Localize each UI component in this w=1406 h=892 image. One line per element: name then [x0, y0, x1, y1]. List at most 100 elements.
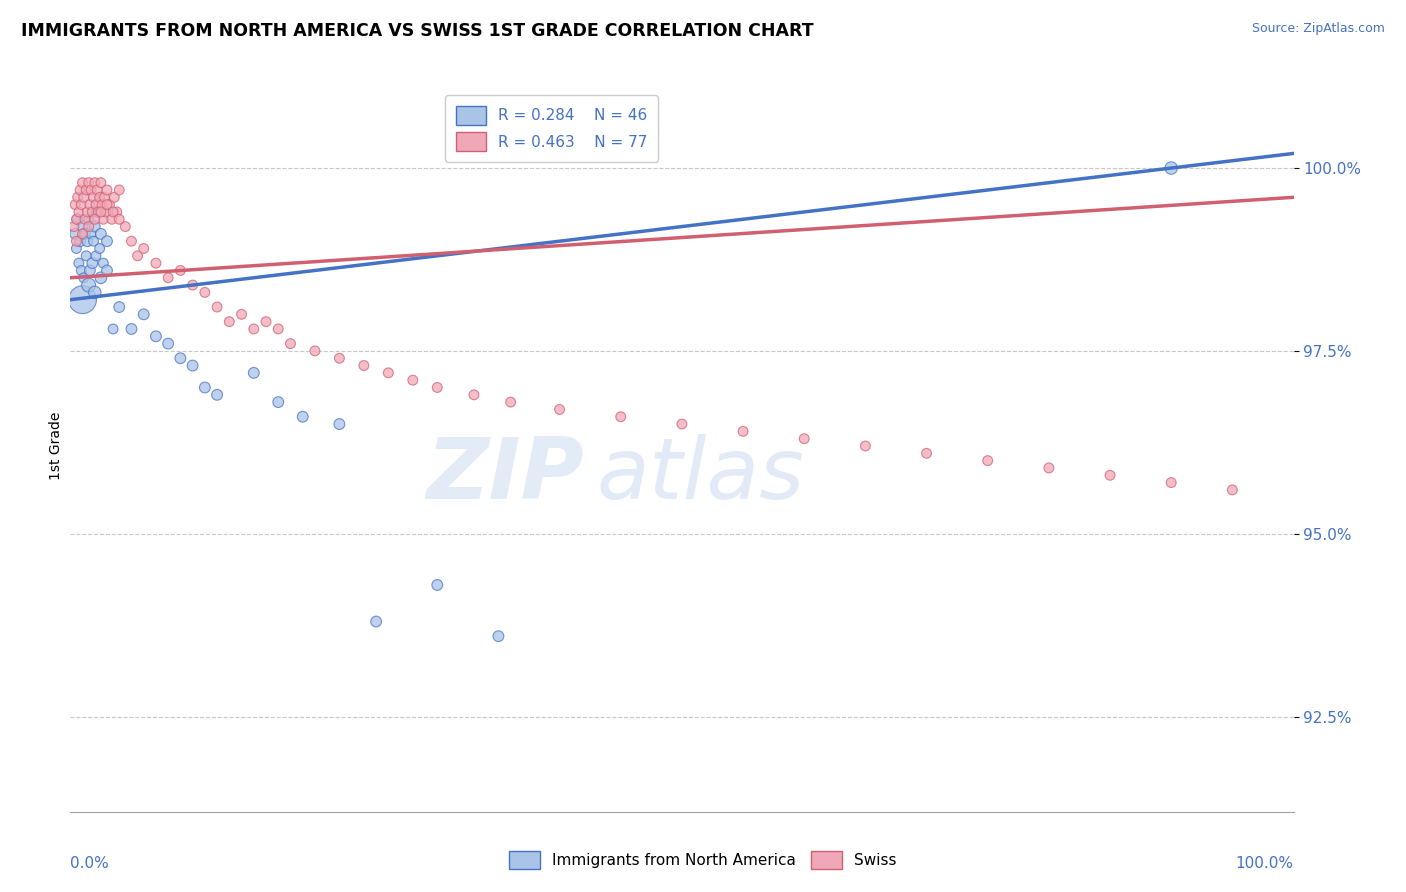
- Point: [132, 307, 155, 321]
- Point: [91, 256, 114, 270]
- Point: [855, 439, 877, 453]
- Point: [402, 373, 425, 387]
- Point: [218, 315, 240, 329]
- Point: [254, 315, 277, 329]
- Point: [291, 409, 314, 424]
- Point: [181, 278, 204, 293]
- Text: 100.0%: 100.0%: [1236, 855, 1294, 871]
- Text: atlas: atlas: [596, 434, 804, 516]
- Text: Source: ZipAtlas.com: Source: ZipAtlas.com: [1251, 22, 1385, 36]
- Text: 0.0%: 0.0%: [70, 855, 110, 871]
- Point: [105, 205, 128, 219]
- Point: [205, 300, 228, 314]
- Point: [90, 205, 112, 219]
- Point: [793, 432, 815, 446]
- Point: [377, 366, 399, 380]
- Point: [93, 190, 115, 204]
- Point: [89, 242, 111, 256]
- Point: [96, 183, 118, 197]
- Point: [82, 256, 104, 270]
- Point: [1160, 475, 1182, 490]
- Point: [96, 197, 118, 211]
- Point: [91, 212, 114, 227]
- Point: [1220, 483, 1243, 497]
- Point: [83, 176, 105, 190]
- Point: [366, 615, 388, 629]
- Point: [83, 219, 105, 234]
- Point: [69, 234, 91, 248]
- Point: [83, 234, 105, 248]
- Point: [121, 234, 143, 248]
- Point: [181, 359, 204, 373]
- Point: [108, 300, 131, 314]
- Point: [79, 263, 101, 277]
- Point: [132, 242, 155, 256]
- Point: [194, 285, 217, 300]
- Point: [145, 256, 167, 270]
- Point: [77, 212, 100, 227]
- Point: [108, 212, 131, 227]
- Point: [488, 629, 510, 643]
- Legend: Immigrants from North America, Swiss: Immigrants from North America, Swiss: [503, 845, 903, 875]
- Point: [108, 183, 131, 197]
- Point: [610, 409, 633, 424]
- Point: [77, 176, 100, 190]
- Point: [96, 263, 118, 277]
- Point: [84, 249, 107, 263]
- Point: [548, 402, 571, 417]
- Point: [63, 219, 86, 234]
- Point: [73, 190, 96, 204]
- Point: [976, 453, 998, 467]
- Point: [73, 270, 96, 285]
- Point: [72, 227, 94, 241]
- Point: [80, 183, 103, 197]
- Point: [83, 212, 105, 227]
- Point: [103, 190, 125, 204]
- Point: [73, 227, 96, 241]
- Point: [267, 322, 290, 336]
- Point: [65, 242, 87, 256]
- Point: [733, 425, 755, 439]
- Point: [72, 176, 94, 190]
- Point: [671, 417, 693, 431]
- Point: [63, 197, 86, 211]
- Point: [328, 417, 350, 431]
- Point: [90, 270, 112, 285]
- Point: [463, 388, 485, 402]
- Point: [83, 190, 105, 204]
- Point: [70, 197, 93, 211]
- Point: [145, 329, 167, 343]
- Point: [499, 395, 522, 409]
- Point: [86, 183, 108, 197]
- Point: [90, 176, 112, 190]
- Point: [63, 227, 86, 241]
- Text: ZIP: ZIP: [426, 434, 583, 516]
- Point: [96, 234, 118, 248]
- Point: [91, 197, 114, 211]
- Text: IMMIGRANTS FROM NORTH AMERICA VS SWISS 1ST GRADE CORRELATION CHART: IMMIGRANTS FROM NORTH AMERICA VS SWISS 1…: [21, 22, 814, 40]
- Point: [70, 263, 93, 277]
- Point: [157, 336, 180, 351]
- Point: [76, 234, 98, 248]
- Point: [73, 212, 96, 227]
- Point: [267, 395, 290, 409]
- Point: [1038, 461, 1060, 475]
- Point: [169, 263, 191, 277]
- Point: [84, 197, 107, 211]
- Point: [77, 278, 100, 293]
- Point: [72, 293, 94, 307]
- Point: [121, 322, 143, 336]
- Legend: R = 0.284    N = 46, R = 0.463    N = 77: R = 0.284 N = 46, R = 0.463 N = 77: [444, 95, 658, 161]
- Point: [79, 197, 101, 211]
- Point: [205, 388, 228, 402]
- Point: [231, 307, 253, 321]
- Point: [157, 270, 180, 285]
- Point: [127, 249, 149, 263]
- Point: [426, 578, 449, 592]
- Point: [72, 219, 94, 234]
- Point: [194, 380, 217, 394]
- Point: [83, 285, 105, 300]
- Point: [89, 190, 111, 204]
- Point: [65, 212, 87, 227]
- Point: [67, 256, 90, 270]
